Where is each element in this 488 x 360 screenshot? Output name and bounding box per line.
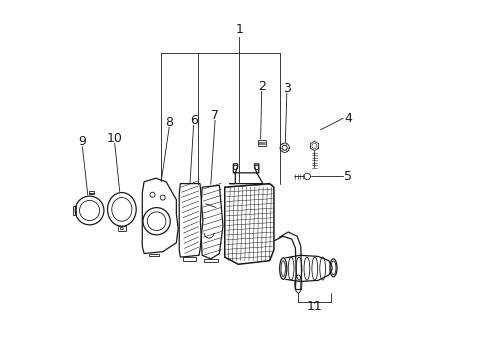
Text: 8: 8 [165,116,173,129]
Text: 11: 11 [306,300,322,313]
Text: 6: 6 [189,114,197,127]
Text: 9: 9 [78,135,86,148]
Text: 5: 5 [344,170,352,183]
Text: 10: 10 [106,132,122,145]
Text: 1: 1 [235,23,243,36]
Text: 4: 4 [344,112,352,125]
Text: 2: 2 [257,80,265,93]
Text: 7: 7 [211,109,219,122]
Text: 3: 3 [282,82,290,95]
